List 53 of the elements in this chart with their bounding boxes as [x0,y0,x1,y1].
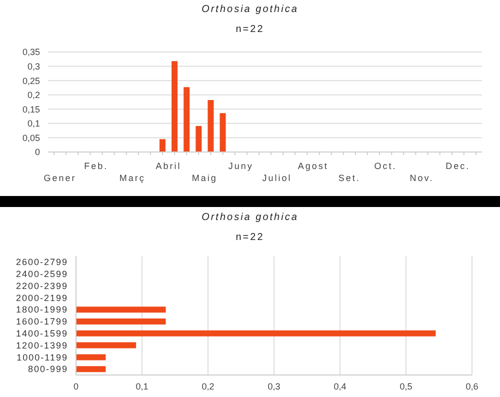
bar [76,330,436,336]
x-tick-label: 0 [73,381,79,392]
chart-subtitle: n=22 [234,23,266,37]
bar [160,139,166,152]
y-tick-label: 0,2 [27,90,40,100]
x-tick-label: Set. [338,173,360,183]
chart-subtitle: n=22 [234,231,266,245]
bar [184,87,190,152]
x-tick-label: Març [119,173,146,183]
y-tick-label: 1000-1199 [16,352,68,362]
bar [76,306,166,313]
bar [76,354,106,360]
x-tick-label: 0,6 [466,381,478,392]
x-tick-label: Feb. [84,161,108,171]
bar [208,100,214,152]
x-tick-label: Juny [228,161,254,171]
x-tick-label: 0,1 [136,381,148,392]
chart-title: Orthosia gothica [200,3,300,17]
y-tick-label: 1600-1799 [16,316,68,327]
bar [76,366,106,372]
x-tick-label: Maig [192,173,218,183]
y-tick-label: 2200-2399 [16,280,68,291]
x-tick-label: Gener [44,173,76,183]
x-tick-label: 0,3 [268,381,280,392]
y-tick-label: 1800-1999 [16,304,68,315]
chart-title: Orthosia gothica [200,211,300,225]
y-tick-label: 0,35 [22,47,40,58]
x-tick-label: Juliol [262,173,292,183]
x-tick-label: 0,5 [400,381,412,392]
bar [76,342,136,348]
x-tick-label: 0,4 [334,381,346,392]
y-tick-label: 0,15 [22,104,40,114]
bar [76,318,166,324]
y-tick-label: 0,25 [22,76,40,86]
bar [196,126,202,152]
bar [172,61,178,152]
y-tick-label: 2600-2799 [16,257,68,268]
y-tick-label: 0,3 [27,61,40,72]
y-tick-label: 800-999 [28,364,68,374]
x-tick-label: Abril [156,161,182,171]
y-tick-label: 2400-2599 [16,269,68,280]
y-tick-label: 0 [34,147,40,158]
bar [220,113,226,152]
x-tick-label: Dec. [446,161,470,171]
x-tick-label: 0,2 [202,381,214,392]
y-tick-label: 1400-1599 [16,328,68,339]
x-tick-label: Nov. [410,173,434,183]
y-tick-label: 2000-2199 [16,292,68,303]
y-tick-label: 0,1 [27,118,40,129]
y-tick-label: 0,05 [22,132,40,143]
x-tick-label: Agost [298,161,328,171]
y-tick-label: 1200-1399 [16,340,68,350]
x-tick-label: Oct. [374,161,397,171]
